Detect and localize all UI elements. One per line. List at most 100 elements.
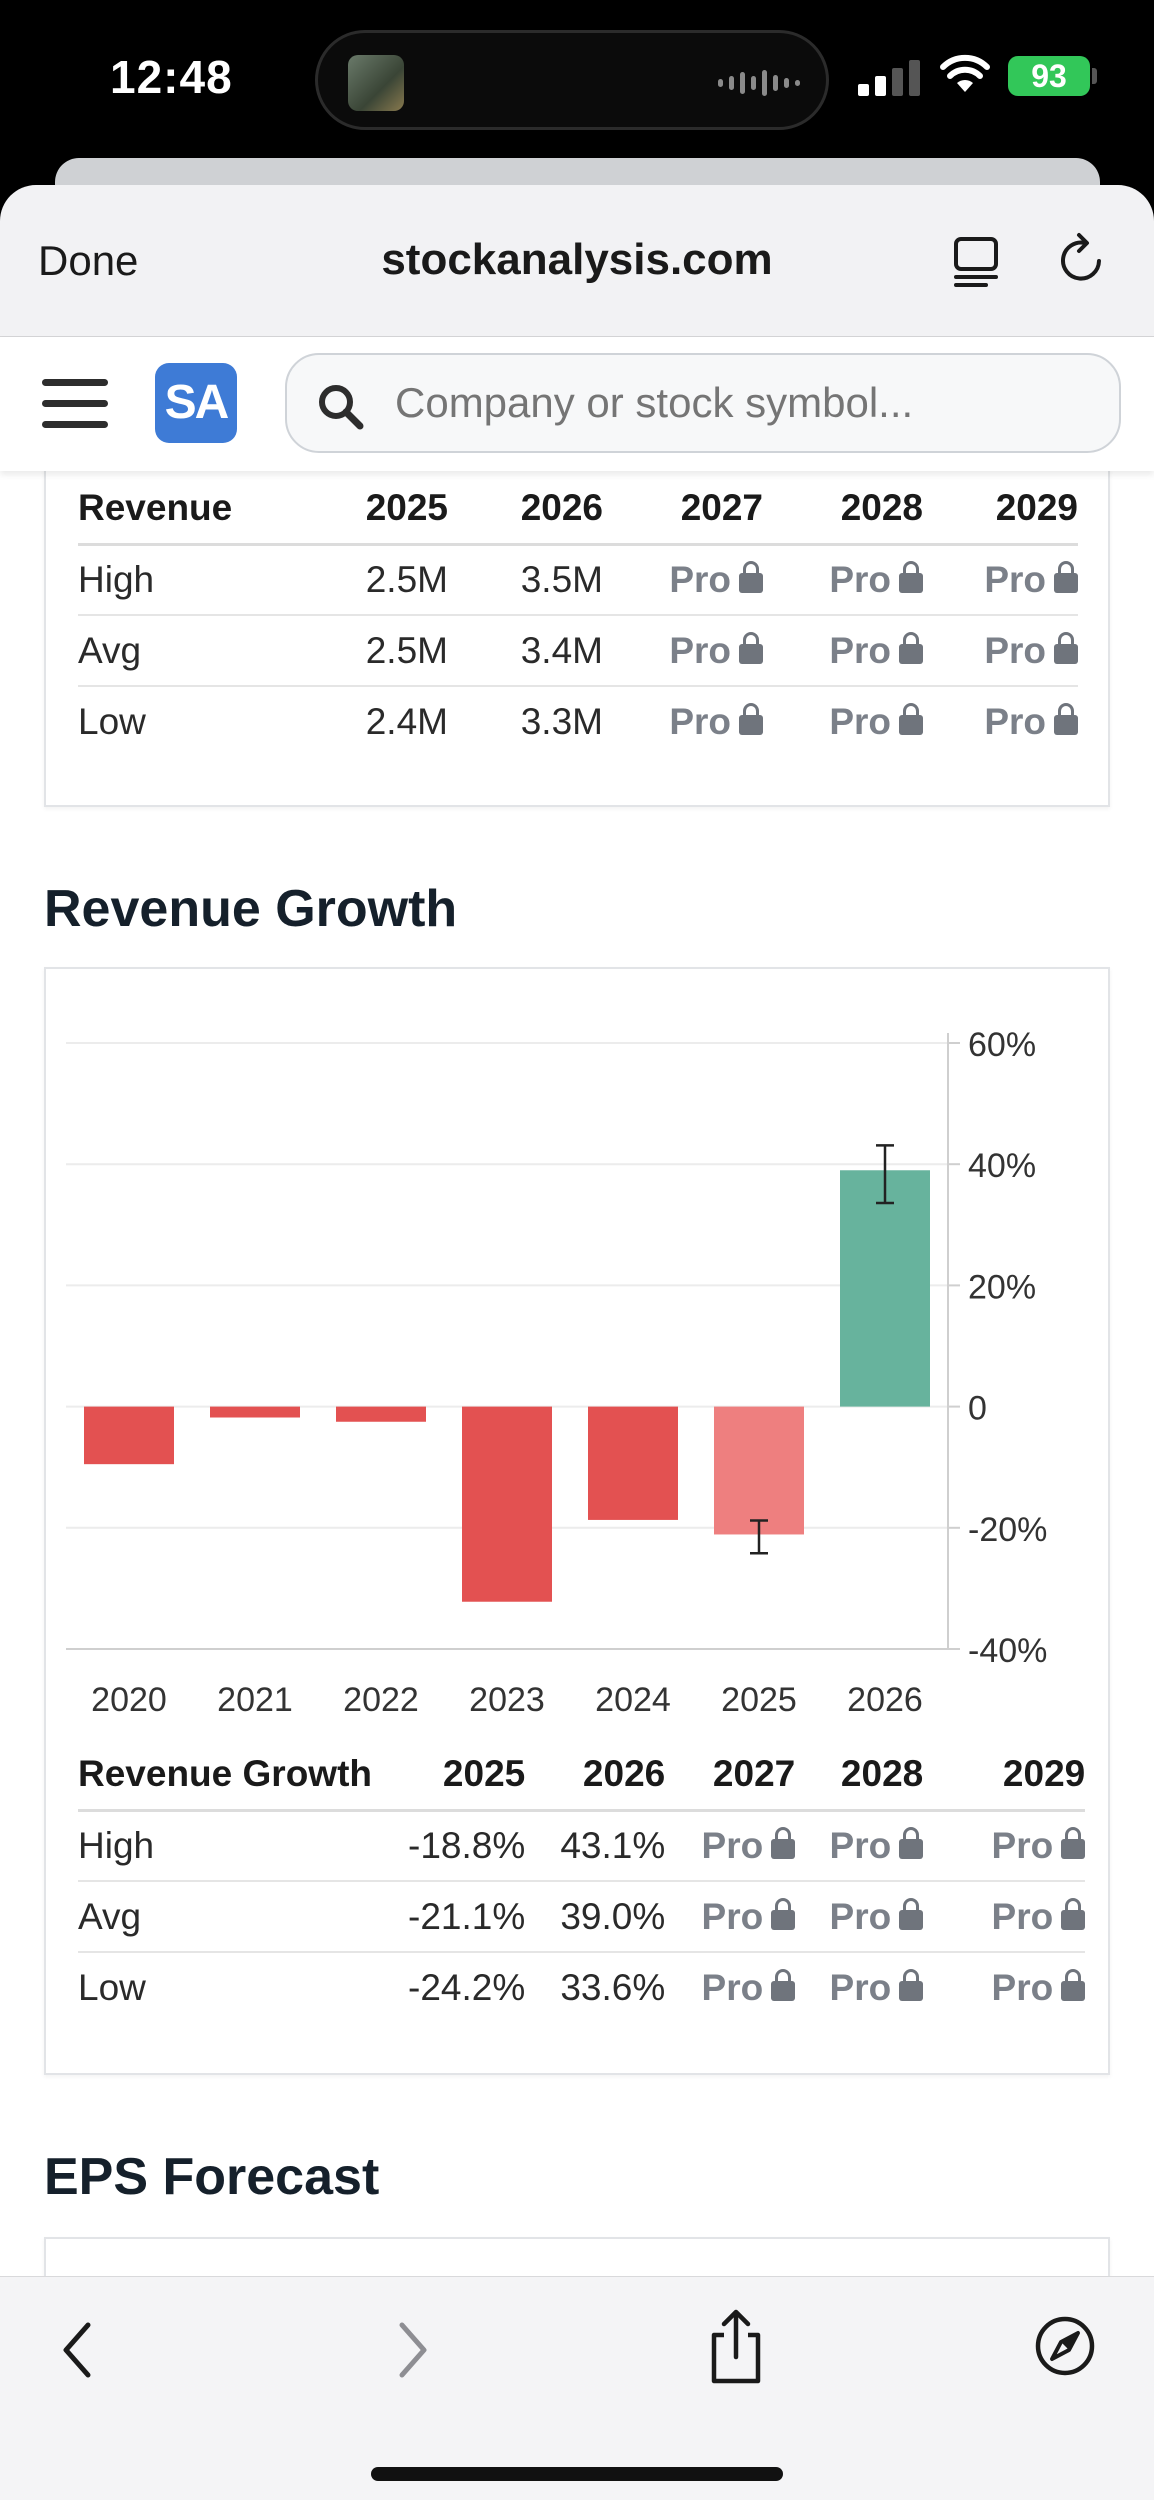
y-tick-label: 60% [968, 1026, 1036, 1064]
value-cell: 39.0% [525, 1881, 666, 1953]
value-cell: 3.4M [448, 615, 603, 687]
value-cell: 2.5M [318, 544, 448, 616]
y-tick-label: 0 [968, 1390, 987, 1428]
row-label: Low [78, 701, 146, 742]
lock-icon [739, 703, 763, 735]
header-cell: 2025 [408, 1739, 526, 1812]
lock-icon [899, 1969, 924, 2001]
search-icon [319, 385, 364, 430]
pro-locked-cell[interactable]: Pro [923, 1810, 1086, 1882]
audio-waveform-icon [718, 69, 800, 97]
row-label: Avg [78, 615, 318, 687]
pro-locked-cell[interactable]: Pro [665, 1952, 796, 2023]
bar-2025 [714, 1406, 804, 1535]
value-cell: -18.8% [408, 1810, 526, 1882]
pro-locked-cell[interactable]: Pro [603, 615, 763, 687]
y-tick-label: -20% [968, 1511, 1047, 1549]
lock-icon [899, 560, 923, 593]
pro-locked-cell[interactable]: Pro [665, 1881, 796, 1953]
value-cell: 43.1% [525, 1810, 666, 1882]
pro-locked-cell[interactable]: Pro [763, 686, 923, 757]
bar-2026 [840, 1170, 930, 1407]
battery-level: 93 [1031, 58, 1067, 94]
cellular-signal-icon [858, 60, 920, 96]
pro-locked-cell[interactable]: Pro [923, 615, 1078, 687]
pro-locked-cell[interactable]: Pro [923, 544, 1078, 616]
x-tick-label: 2021 [217, 1681, 293, 1719]
pro-locked-cell[interactable]: Pro [795, 1952, 924, 2023]
search-box[interactable] [285, 353, 1121, 453]
pro-locked-cell[interactable]: Pro [795, 1810, 924, 1882]
now-playing-artwork [348, 55, 404, 111]
lock-icon [771, 1897, 796, 1930]
bar-2020 [84, 1406, 174, 1465]
search-input[interactable] [395, 379, 1095, 427]
pro-locked-cell[interactable]: Pro [763, 615, 923, 687]
dynamic-island [315, 30, 829, 130]
table-header-row: Revenue 2025 2026 2027 2028 2029 [78, 473, 1078, 546]
lock-icon [739, 560, 763, 593]
lock-icon [1061, 1826, 1086, 1859]
header-cell: 2027 [603, 473, 763, 546]
row-label: Low [78, 1967, 146, 2008]
table-row: High -18.8% 43.1% Pro Pro Pro [78, 1810, 1086, 1882]
x-tick-label: 2022 [343, 1681, 419, 1719]
bar-2022 [336, 1406, 426, 1422]
browser-header: Done stockanalysis.com [0, 185, 1154, 337]
back-icon[interactable] [56, 2317, 100, 2383]
lock-icon [771, 1826, 796, 1859]
header-cell: Revenue [78, 473, 318, 546]
lock-icon [1054, 631, 1078, 664]
x-tick-label: 2023 [469, 1681, 545, 1719]
table-row: Avg -21.1% 39.0% Pro Pro Pro [78, 1881, 1086, 1953]
done-button[interactable]: Done [38, 237, 139, 284]
header-cell: 2029 [923, 1739, 1086, 1812]
header-cell: 2026 [448, 473, 603, 546]
table-row: Low -24.2% 33.6% Pro Pro Pro [78, 1952, 1086, 2023]
lock-icon [899, 1897, 924, 1930]
site-logo[interactable]: SA [155, 363, 237, 443]
lock-icon [899, 631, 923, 664]
value-cell: 33.6% [560, 1967, 666, 2008]
lock-icon [739, 631, 763, 664]
page-content: Revenue 2025 2026 2027 2028 2029 High 2.… [0, 471, 1154, 2276]
value-cell: 2.5M [318, 615, 448, 687]
status-bar: 12:48 93 [0, 0, 1154, 160]
pro-locked-cell[interactable]: Pro [763, 544, 923, 616]
header-cell: 2025 [318, 473, 448, 546]
value-cell: 3.3M [520, 701, 603, 742]
pro-locked-cell[interactable]: Pro [665, 1810, 796, 1882]
pro-locked-cell[interactable]: Pro [923, 1881, 1086, 1953]
bar-2024 [588, 1406, 678, 1520]
header-cell: Revenue Growth [78, 1739, 408, 1812]
lock-icon [1054, 703, 1078, 735]
compass-icon[interactable] [1032, 2313, 1098, 2379]
value-cell: 2.4M [365, 701, 448, 742]
header-cell: 2028 [795, 1739, 924, 1812]
pro-locked-cell[interactable]: Pro [923, 1952, 1086, 2023]
table-row: Low 2.4M 3.3M Pro Pro Pro [78, 686, 1078, 757]
bar-2023 [462, 1406, 552, 1602]
lock-icon [1061, 1969, 1086, 2001]
lock-icon [771, 1969, 796, 2001]
row-label: Avg [78, 1881, 408, 1953]
x-tick-label: 2024 [595, 1681, 671, 1719]
y-tick-label: 40% [968, 1147, 1036, 1185]
x-tick-label: 2025 [721, 1681, 797, 1719]
reload-icon[interactable] [1055, 231, 1111, 289]
pro-locked-cell[interactable]: Pro [795, 1881, 924, 1953]
url-label[interactable]: stockanalysis.com [381, 235, 773, 284]
pro-locked-cell[interactable]: Pro [923, 686, 1078, 757]
row-label: High [78, 544, 318, 616]
header-cell: 2027 [665, 1739, 796, 1812]
value-cell: -21.1% [408, 1881, 526, 1953]
menu-icon[interactable] [42, 379, 108, 442]
pro-locked-cell[interactable]: Pro [603, 544, 763, 616]
site-navbar: SA [0, 337, 1154, 471]
forward-icon[interactable] [390, 2317, 434, 2383]
pro-locked-cell[interactable]: Pro [603, 686, 763, 757]
lock-icon [899, 1826, 924, 1859]
battery-nub [1092, 68, 1097, 84]
reader-mode-icon[interactable] [950, 233, 1004, 289]
share-icon[interactable] [706, 2307, 766, 2387]
